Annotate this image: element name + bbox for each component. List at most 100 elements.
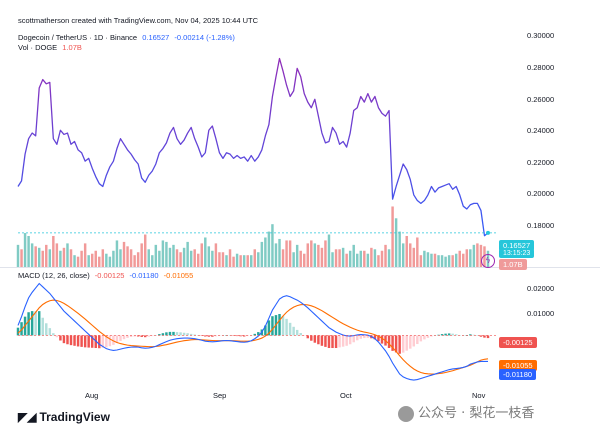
time-axis-label: Oct xyxy=(340,391,352,400)
volume-bar xyxy=(313,243,317,267)
macd-histogram-bar xyxy=(37,311,41,336)
volume-bar xyxy=(356,253,359,267)
volume-bar xyxy=(384,244,387,267)
macd-histogram-bar xyxy=(387,335,391,349)
macd-legend[interactable]: MACD (12, 26, close) -0.00125 -0.01180 -… xyxy=(18,271,196,280)
volume-bar xyxy=(310,240,313,267)
volume-bar xyxy=(73,255,76,267)
volume-legend[interactable]: Vol · DOGE 1.07B xyxy=(18,43,85,52)
macd-histogram-bar xyxy=(80,335,83,347)
volume-bar xyxy=(281,249,285,267)
volume-bar xyxy=(122,241,126,267)
volume-bar xyxy=(271,224,274,267)
volume-bar xyxy=(352,244,355,267)
volume-bar xyxy=(458,250,461,267)
macd-histogram-bar xyxy=(303,335,306,336)
volume-bar xyxy=(242,255,246,267)
macd-histogram-bar xyxy=(412,335,416,347)
volume-legend-label: Vol · DOGE xyxy=(18,43,58,52)
volume-bar xyxy=(387,249,391,267)
volume-bar xyxy=(151,255,154,267)
volume-bar xyxy=(55,243,59,267)
macd-legend-macd: -0.01180 xyxy=(129,271,159,280)
volume-bar xyxy=(267,231,271,267)
macd-histogram-bar xyxy=(426,335,430,338)
current-price-tag: 0.16527 xyxy=(499,240,535,251)
volume-bar xyxy=(108,256,112,267)
macd-legend-hist: -0.00125 xyxy=(94,271,125,280)
volume-bar xyxy=(98,256,101,267)
volume-bar xyxy=(94,250,97,267)
volume-bar xyxy=(182,247,186,267)
volume-bar xyxy=(218,252,221,267)
macd-histogram-bar xyxy=(430,335,433,337)
volume-bar xyxy=(472,244,476,267)
macd-histogram-bar xyxy=(112,335,115,345)
macd-lines-layer xyxy=(17,282,489,381)
volume-bar xyxy=(444,256,447,267)
pane-divider[interactable] xyxy=(0,267,600,268)
volume-bar xyxy=(175,249,179,267)
volume-bar xyxy=(30,243,34,267)
volume-bar xyxy=(377,255,380,267)
volume-bar xyxy=(479,244,483,267)
volume-bar xyxy=(359,250,363,267)
volume-bar xyxy=(235,253,239,267)
time-axis-label: Nov xyxy=(472,391,486,400)
volume-bar xyxy=(179,252,182,267)
volume-bar xyxy=(465,249,469,267)
volume-bar xyxy=(16,244,20,267)
volume-bar xyxy=(172,244,175,267)
macd-histogram-bar xyxy=(34,311,37,336)
flash-icon[interactable]: ϟ xyxy=(481,254,495,268)
volume-bar xyxy=(253,249,256,267)
volume-bar xyxy=(299,250,302,267)
macd-line-tag-value: -0.01180 xyxy=(503,370,533,379)
macd-axis-label: 0.01000 xyxy=(527,309,555,318)
macd-histogram-bar xyxy=(52,333,55,336)
macd-histogram-bar xyxy=(66,335,69,345)
volume-bar xyxy=(80,250,83,267)
volume-bar xyxy=(295,244,299,267)
macd-histogram-bar xyxy=(373,335,377,340)
macd-histogram-bar xyxy=(16,327,20,336)
volume-bar xyxy=(66,243,69,267)
macd-histogram-bar xyxy=(20,322,23,336)
volume-bar xyxy=(327,234,331,267)
volume-bar xyxy=(433,253,437,267)
macd-histogram-bar xyxy=(136,335,140,337)
volume-bar xyxy=(129,249,133,267)
volume-bar xyxy=(154,244,158,267)
macd-histogram-bar xyxy=(299,332,302,336)
macd-signal-tag-value: -0.01055 xyxy=(503,361,533,370)
volume-bar xyxy=(292,252,295,267)
symbol-legend[interactable]: Dogecoin / TetherUS · 1D · Binance 0.165… xyxy=(18,33,238,42)
macd-histogram-bar xyxy=(451,333,454,336)
tradingview-logo[interactable]: ◤◢ TradingView xyxy=(18,410,110,424)
volume-bar xyxy=(416,237,419,267)
macd-histogram-bar xyxy=(30,311,34,336)
signal-line xyxy=(17,299,489,375)
macd-histogram-bar xyxy=(147,335,150,337)
macd-histogram-bar xyxy=(440,334,444,336)
volume-bar xyxy=(136,252,140,267)
volume-bar xyxy=(476,243,479,267)
macd-histogram-bar xyxy=(334,335,338,349)
volume-bar xyxy=(345,253,348,267)
volume-bar xyxy=(214,243,218,267)
volume-bar xyxy=(398,231,401,267)
volume-bar xyxy=(447,255,451,267)
macd-histogram-bar xyxy=(90,335,94,348)
volume-bar xyxy=(165,241,168,267)
macd-histogram-bar xyxy=(295,329,299,336)
volume-bar xyxy=(462,253,465,267)
volume-bar xyxy=(303,253,306,267)
volume-bar xyxy=(430,253,433,267)
macd-histogram-bar xyxy=(239,335,242,337)
volume-bar xyxy=(341,247,345,267)
volume-bar xyxy=(331,252,334,267)
macd-histogram-bar xyxy=(101,335,105,348)
macd-histogram-bar xyxy=(27,312,30,336)
macd-histogram-bar xyxy=(476,335,479,336)
